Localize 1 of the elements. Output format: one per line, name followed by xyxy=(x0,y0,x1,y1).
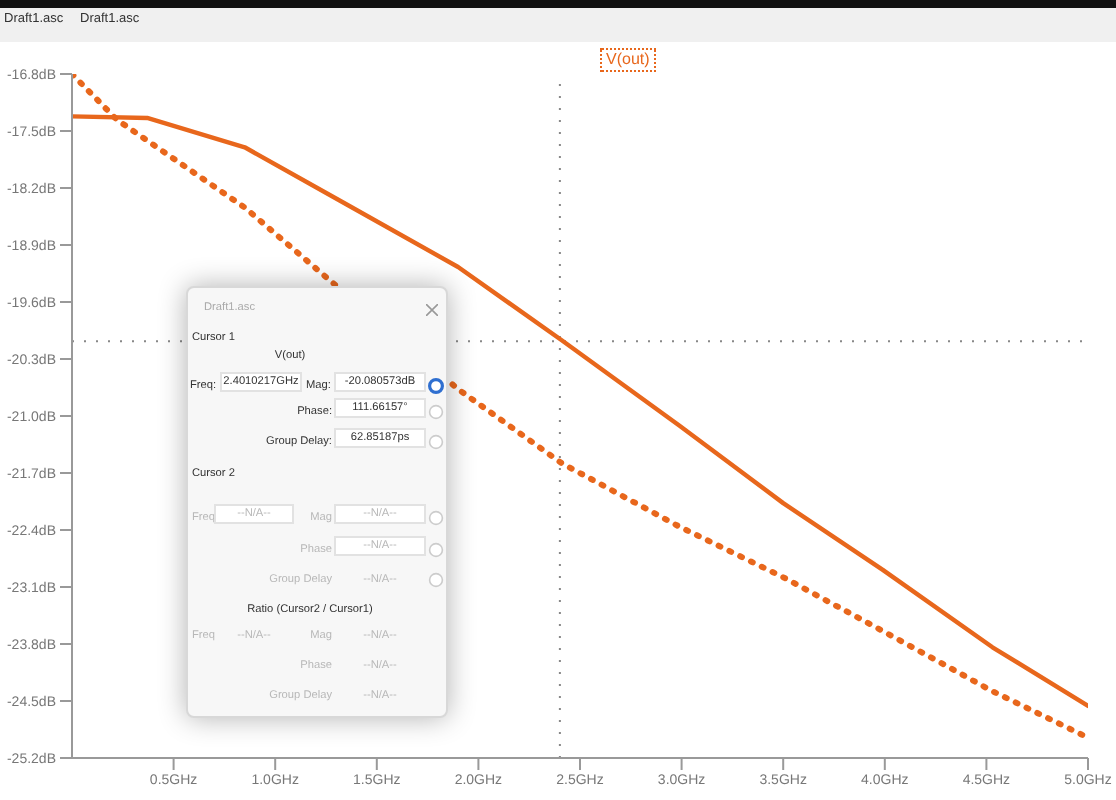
text: V(out) xyxy=(600,48,656,72)
